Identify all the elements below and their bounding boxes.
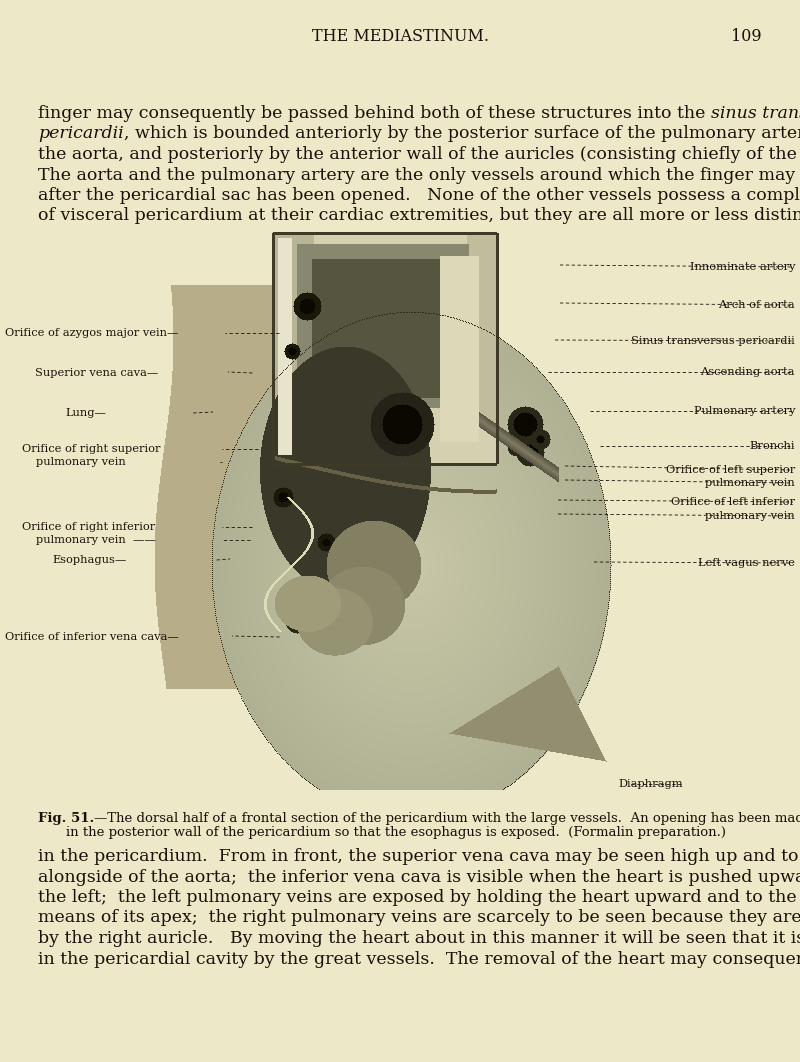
Text: by the right auricle.   By moving the heart about in this manner it will be seen: by the right auricle. By moving the hear…: [38, 930, 800, 947]
Text: Bronchi: Bronchi: [750, 441, 795, 451]
Text: finger may consequently be passed behind both of these structures into the: finger may consequently be passed behind…: [38, 105, 711, 122]
Text: —The dorsal half of a frontal section of the pericardium with the large vessels.: —The dorsal half of a frontal section of…: [94, 812, 800, 825]
Text: pulmonary vein: pulmonary vein: [706, 478, 795, 489]
Text: Diaphragm: Diaphragm: [618, 780, 683, 789]
Text: pericardii: pericardii: [38, 125, 124, 142]
Text: alongside of the aorta;  the inferior vena cava is visible when the heart is pus: alongside of the aorta; the inferior ven…: [38, 869, 800, 886]
Text: The aorta and the pulmonary artery are the only vessels around which the finger : The aorta and the pulmonary artery are t…: [38, 167, 800, 184]
Text: Orifice of azygos major vein—: Orifice of azygos major vein—: [5, 328, 178, 338]
Text: Orifice of left inferior: Orifice of left inferior: [671, 497, 795, 507]
Text: Esophagus—: Esophagus—: [52, 555, 126, 565]
Text: Orifice of inferior vena cava—: Orifice of inferior vena cava—: [5, 632, 178, 643]
Text: 109: 109: [731, 28, 762, 45]
Text: Sinus transversus pericardii: Sinus transversus pericardii: [631, 336, 795, 346]
Text: the aorta, and posteriorly by the anterior wall of the auricles (consisting chie: the aorta, and posteriorly by the anteri…: [38, 145, 800, 162]
Text: Left vagus nerve: Left vagus nerve: [698, 558, 795, 568]
Text: Superior vena cava—: Superior vena cava—: [35, 369, 158, 378]
Text: Innominate artery: Innominate artery: [690, 262, 795, 272]
Text: pulmonary vein  ——: pulmonary vein ——: [36, 535, 156, 545]
Text: Orifice of left superior: Orifice of left superior: [666, 465, 795, 475]
Text: Orifice of right inferior: Orifice of right inferior: [22, 523, 155, 532]
Text: Ascending aorta: Ascending aorta: [701, 367, 795, 377]
Text: Orifice of right superior: Orifice of right superior: [22, 444, 161, 453]
Text: of visceral pericardium at their cardiac extremities, but they are all more or l: of visceral pericardium at their cardiac…: [38, 207, 800, 224]
Text: in the pericardial cavity by the great vessels.  The removal of the heart may co: in the pericardial cavity by the great v…: [38, 950, 800, 967]
Text: means of its apex;  the right pulmonary veins are scarcely to be seen because th: means of its apex; the right pulmonary v…: [38, 909, 800, 926]
Text: Lung—: Lung—: [65, 408, 106, 418]
Text: after the pericardial sac has been opened.   None of the other vessels possess a: after the pericardial sac has been opene…: [38, 187, 800, 204]
Text: Fig. 51.: Fig. 51.: [38, 812, 94, 825]
Text: in the pericardium.  From in front, the superior vena cava may be seen high up a: in the pericardium. From in front, the s…: [38, 847, 800, 866]
Text: in the posterior wall of the pericardium so that the esophagus is exposed.  (For: in the posterior wall of the pericardium…: [66, 826, 726, 839]
Text: sinus transversus: sinus transversus: [711, 105, 800, 122]
Text: Arch of aorta: Arch of aorta: [718, 299, 795, 310]
Text: pulmonary vein: pulmonary vein: [706, 511, 795, 521]
Text: THE MEDIASTINUM.: THE MEDIASTINUM.: [311, 28, 489, 45]
Text: pulmonary vein: pulmonary vein: [36, 457, 126, 467]
Text: the left;  the left pulmonary veins are exposed by holding the heart upward and : the left; the left pulmonary veins are e…: [38, 889, 800, 906]
Text: Pulmonary artery: Pulmonary artery: [694, 406, 795, 416]
Text: , which is bounded anteriorly by the posterior surface of the pulmonary artery a: , which is bounded anteriorly by the pos…: [124, 125, 800, 142]
